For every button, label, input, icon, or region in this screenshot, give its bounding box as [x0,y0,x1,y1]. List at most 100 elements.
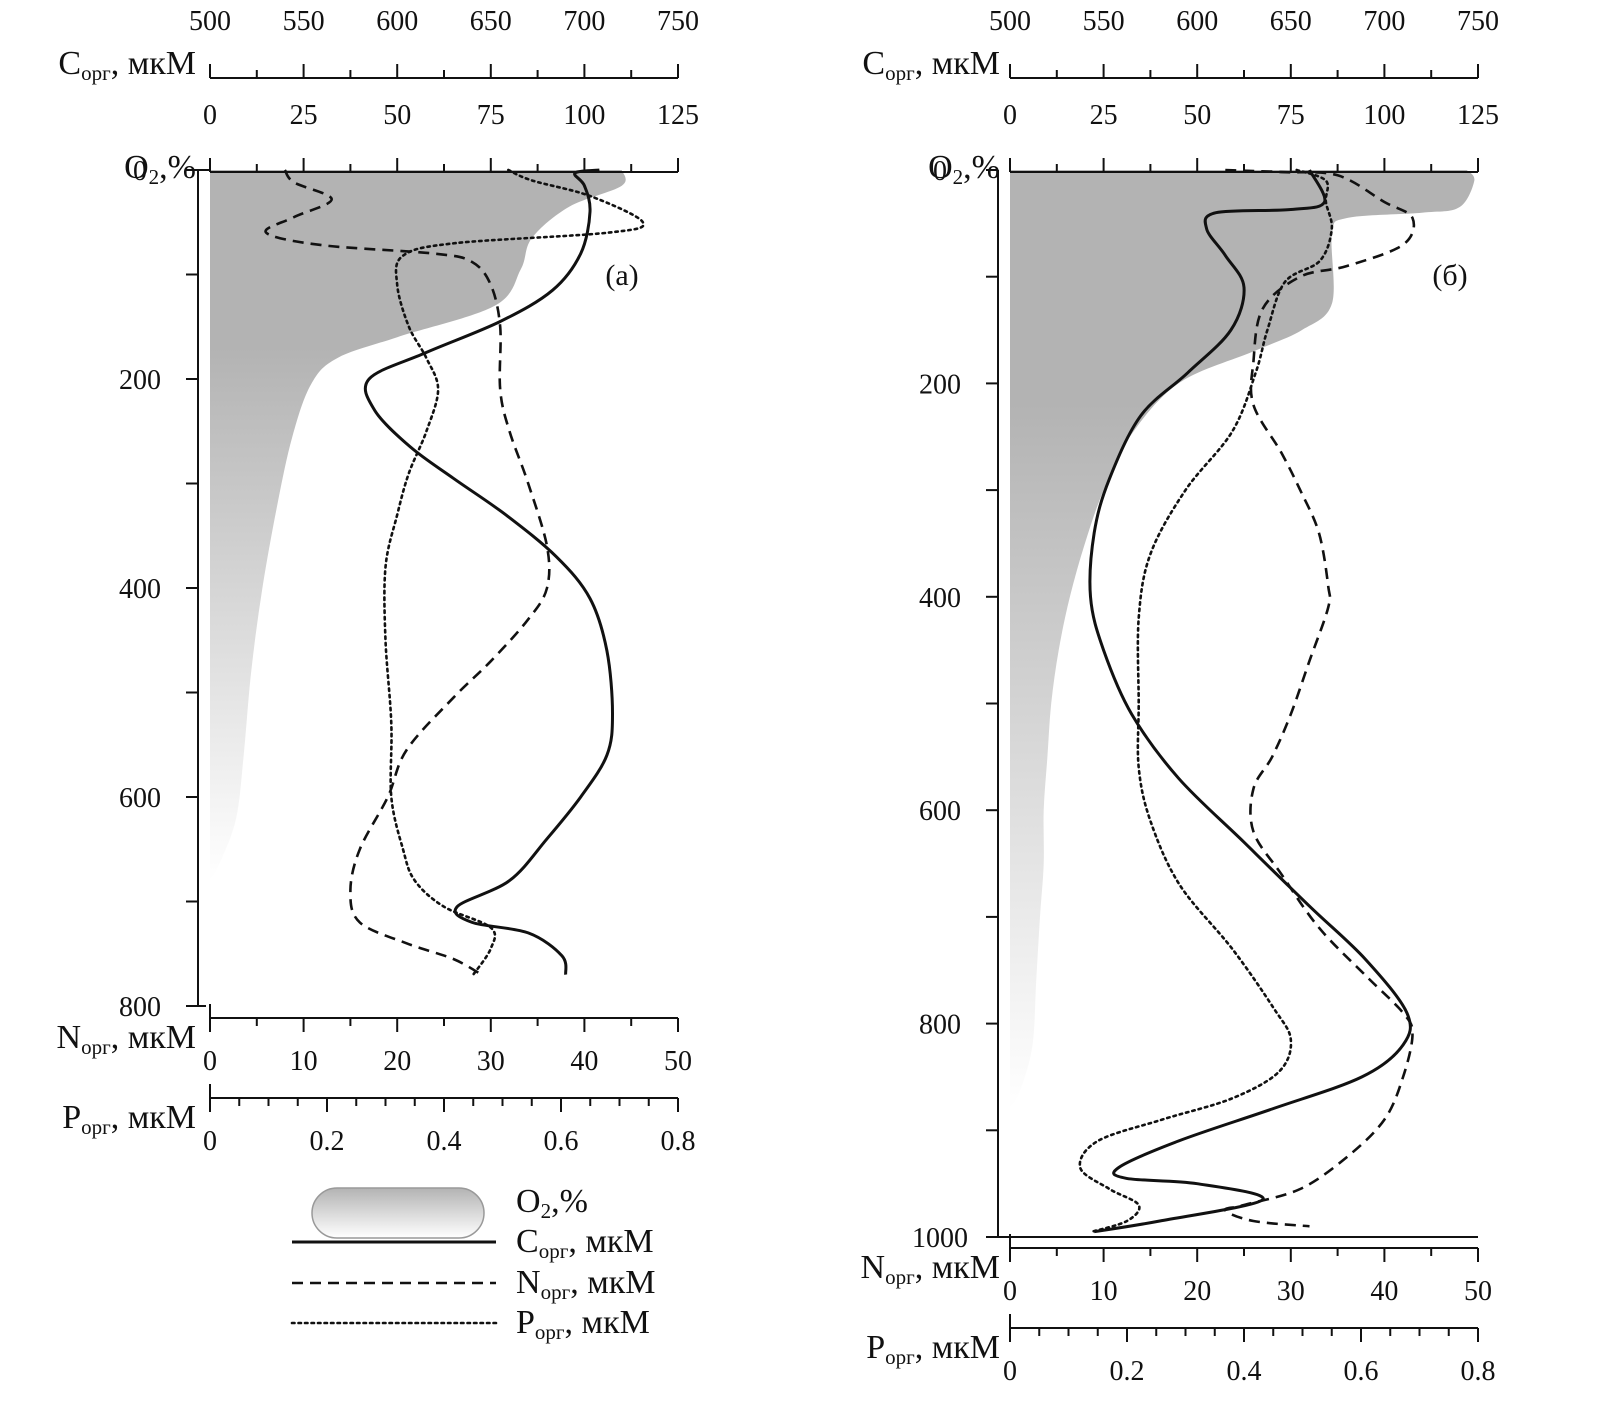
panel-a-y-tick-label: 400 [119,574,161,605]
panel-b-axis-o2-tick-label: 100 [1363,100,1405,131]
panel-b-axis-n-tick-label: 0 [1003,1276,1017,1307]
legend-label-n: Nорг, мкМ [516,1264,655,1304]
panel-a-axis-n-tick-label: 20 [383,1046,411,1077]
panel-b-y-tick-label: 200 [919,369,961,400]
panel-b-axis-o2-name-main: O [928,149,953,186]
panel-b-axis-o2-name-sub: 2 [953,165,964,189]
panel-b-axis-c-tick-label: 500 [989,6,1031,37]
panel-b-axis-p-tick-label: 0.4 [1227,1356,1262,1387]
panel-b-axis-p-tick-label: 0.6 [1344,1356,1379,1387]
legend-label-c: Cорг, мкМ [516,1223,654,1263]
panel-b-y-tick-label: 400 [919,583,961,614]
panel-a-axis-c-tick-label: 650 [470,6,512,37]
panel-a-axis-c-tick-label: 550 [283,6,325,37]
panel-b-axis-n-name-main: N [861,1249,886,1286]
panel-a-series-o2-area [210,170,626,881]
panel-b-series-n-line [1223,168,1416,1228]
panel-a-axis-c-name: Cорг, мкМ [58,45,196,85]
panel-a-series-n-line [264,169,551,976]
panel-b-axis-c-name-main: C [862,45,885,82]
panel-a-axis-p-tick-label: 0.2 [310,1126,345,1157]
panel-b-axis-n-name: Nорг, мкМ [861,1249,1000,1289]
panel-a-axis-c-name-sub: орг [81,61,111,85]
panel-b-y-tick-label: 1000 [912,1223,968,1254]
panel-a-axis-c-name-main: C [58,45,81,82]
panel-b-axis-p-name-unit: , мкМ [915,1329,1000,1366]
panel-b-axis-c-name-sub: орг [885,61,915,85]
panel-b-axis-n-tick-label: 50 [1464,1276,1492,1307]
panel-a-axis-o2-tick-label: 0 [203,100,217,131]
panel-b-axis-p-name-sub: орг [885,1345,915,1369]
panel-a-axis-p-tick-label: 0.8 [661,1126,696,1157]
panel-a-y-tick-label: 600 [119,783,161,814]
panel-a-y-tick-label: 800 [119,992,161,1023]
panel-a-axis-p-tick-label: 0 [203,1126,217,1157]
panel-a-series-c-line [363,168,615,975]
panel-b-axis-n-name-unit: , мкМ [915,1249,1000,1286]
legend-label-p: Pорг, мкМ [516,1304,650,1344]
panel-a-axis-n-tick-label: 30 [477,1046,505,1077]
panel-a-axis-o2-name-sub: 2 [149,165,160,189]
panel-b-axis-c-name-unit: , мкМ [915,45,1000,82]
panel-a-axis-c-tick-label: 750 [657,6,699,37]
panel-a-axis-o2-tick-label: 75 [477,100,505,131]
panel-a-label: (а) [605,259,638,292]
panel-b-axis-p-tick-label: 0.8 [1461,1356,1496,1387]
panel-b-y-tick-label: 600 [919,796,961,827]
panel-a-axis-n-tick-label: 0 [203,1046,217,1077]
panel-b-axis-c-tick-label: 650 [1270,6,1312,37]
panel-a-axis-c-name-unit: , мкМ [111,45,196,82]
panel-a-series-p-line [383,168,645,976]
panel-a-axis-n-name-main: N [57,1019,82,1056]
panel-b-axis-o2-tick-label: 0 [1003,100,1017,131]
panel-b-axis-p-name-main: P [866,1329,885,1366]
panel-b-axis-c-tick-label: 550 [1083,6,1125,37]
panel-a-axis-n-name-unit: , мкМ [111,1019,196,1056]
panel-b-axis-o2-tick-label: 25 [1090,100,1118,131]
panel-a-axis-o2-tick-label: 50 [383,100,411,131]
panel-a-axis-p-tick-label: 0.6 [544,1126,579,1157]
panel-b-axis-o2-name: O2,% [928,149,1000,189]
panel-b-axis-n-tick-label: 20 [1183,1276,1211,1307]
panel-a-axis-c-tick-label: 700 [563,6,605,37]
panel-a-axis-p-name: Pорг, мкМ [62,1099,196,1139]
panel-b-axis-n-tick-label: 30 [1277,1276,1305,1307]
panel-a-y-tick-label: 200 [119,365,161,396]
panel-a-axis-c-tick-label: 500 [189,6,231,37]
panel-b-y-tick-label: 0 [933,156,947,187]
panel-a-axis-c-tick-label: 600 [376,6,418,37]
panel-a-axis-o2-name-unit: ,% [159,149,196,186]
panel-a-axis-p-name-sub: орг [81,1115,111,1139]
panel-a-axis-p-name-unit: , мкМ [111,1099,196,1136]
panel-b-series-c-line [1088,169,1412,1234]
legend-label-o2: O2,% [516,1183,588,1223]
panel-a-axis-n-tick-label: 40 [570,1046,598,1077]
panel-b-series-o2-area [1010,170,1475,1109]
panel-b-axis-o2-tick-label: 50 [1183,100,1211,131]
panel-b-axis-c-tick-label: 750 [1457,6,1499,37]
panel-b-axis-p-tick-label: 0 [1003,1356,1017,1387]
panel-b-y-tick-label: 800 [919,1010,961,1041]
panel-b-axis-o2-tick-label: 125 [1457,100,1499,131]
legend-swatch-o2 [311,1187,485,1239]
panel-b-axis-c-tick-label: 600 [1176,6,1218,37]
panel-a-axis-p-name-main: P [62,1099,81,1136]
panel-a-y-tick-label: 0 [133,156,147,187]
panel-a-axis-n-tick-label: 50 [664,1046,692,1077]
panel-a-axis-n-name: Nорг, мкМ [57,1019,196,1059]
panel-a-axis-o2-name-main: O [124,149,149,186]
panel-a-axis-p-tick-label: 0.4 [427,1126,462,1157]
panel-b-axis-o2-tick-label: 75 [1277,100,1305,131]
panel-b-axis-n-tick-label: 40 [1370,1276,1398,1307]
panel-b-axis-p-tick-label: 0.2 [1110,1356,1145,1387]
panel-b-axis-p-name: Pорг, мкМ [866,1329,1000,1369]
panel-a-axis-o2-name: O2,% [124,149,196,189]
panel-b-axis-n-tick-label: 10 [1090,1276,1118,1307]
panel-b-axis-o2-name-unit: ,% [963,149,1000,186]
panel-a-axis-o2-tick-label: 100 [563,100,605,131]
panel-a-axis-n-tick-label: 10 [290,1046,318,1077]
